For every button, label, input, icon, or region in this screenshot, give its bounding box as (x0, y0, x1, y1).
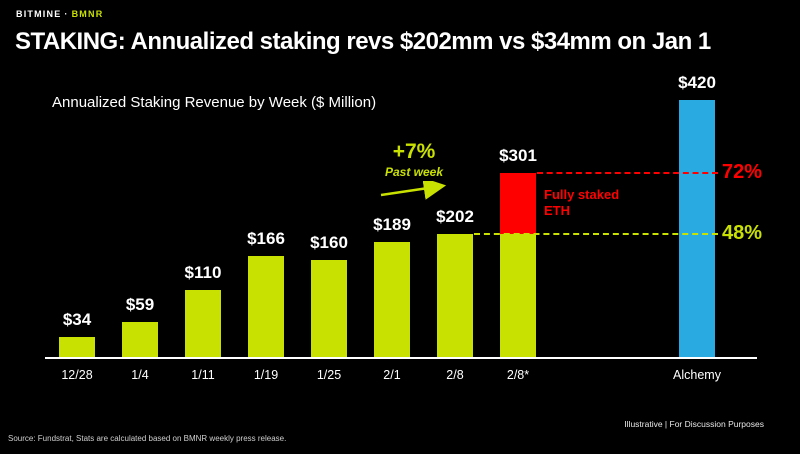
dashed-line-72-percent (537, 172, 718, 174)
bar-value-label: $34 (62, 310, 92, 329)
label-72-percent: 72% (722, 161, 763, 183)
chart-bar-2-8-star (500, 173, 536, 358)
source-note: Source: Fundstrat, Stats are calculated … (8, 434, 287, 443)
growth-subtext: Past week (384, 165, 444, 179)
brand-separator: · (64, 9, 69, 19)
growth-percent: +7% (392, 140, 436, 163)
bar-value-label: $420 (678, 73, 716, 92)
x-tick-label: 2/1 (383, 368, 401, 382)
x-tick-label: 2/8* (506, 368, 530, 382)
bar-value-label: $166 (247, 229, 285, 248)
chart-bar-alchemy (679, 100, 715, 358)
x-tick-label: 12/28 (61, 368, 93, 382)
bar-value-label: $189 (373, 215, 411, 234)
chart-bar-12-28 (59, 337, 95, 358)
brand-name: BITMINE (16, 9, 62, 19)
x-tick-label: 1/19 (253, 368, 279, 382)
brand: BITMINE · BMNR (16, 9, 103, 19)
growth-annotation: +7% Past week (372, 140, 456, 206)
bar-value-label: $202 (436, 207, 474, 226)
bar-value-label: $110 (184, 263, 222, 282)
brand-ticker: BMNR (71, 9, 104, 19)
chart-bar-1-25 (311, 260, 347, 358)
disclaimer: Illustrative | For Discussion Purposes (624, 419, 764, 429)
x-tick-label: 1/4 (131, 368, 149, 382)
right-arrow-icon (380, 181, 447, 200)
bar-value-label: $160 (310, 233, 348, 252)
bar-value-label: $301 (499, 146, 537, 165)
x-tick-label: Alchemy (673, 368, 721, 382)
x-tick-label: 1/11 (191, 368, 215, 382)
bar-value-label: $59 (125, 295, 155, 314)
x-tick-label: 1/25 (316, 368, 342, 382)
chart-bar-1-4 (122, 322, 158, 358)
chart-bar-1-11 (185, 290, 221, 358)
chart-bar-2-1 (374, 242, 410, 358)
x-axis-line (45, 357, 757, 359)
x-tick-label: 2/8 (446, 368, 464, 382)
chart-bar-2-8 (437, 234, 473, 358)
page-title: STAKING: Annualized staking revs $202mm … (15, 28, 711, 55)
dashed-line-48-percent (474, 233, 718, 235)
label-48-percent: 48% (722, 222, 763, 244)
chart-title: Annualized Staking Revenue by Week ($ Mi… (52, 94, 377, 111)
fully-staked-segment (500, 173, 536, 234)
chart-bar-1-19 (248, 256, 284, 358)
fully-staked-eth-label: Fully staked ETH (544, 187, 620, 219)
